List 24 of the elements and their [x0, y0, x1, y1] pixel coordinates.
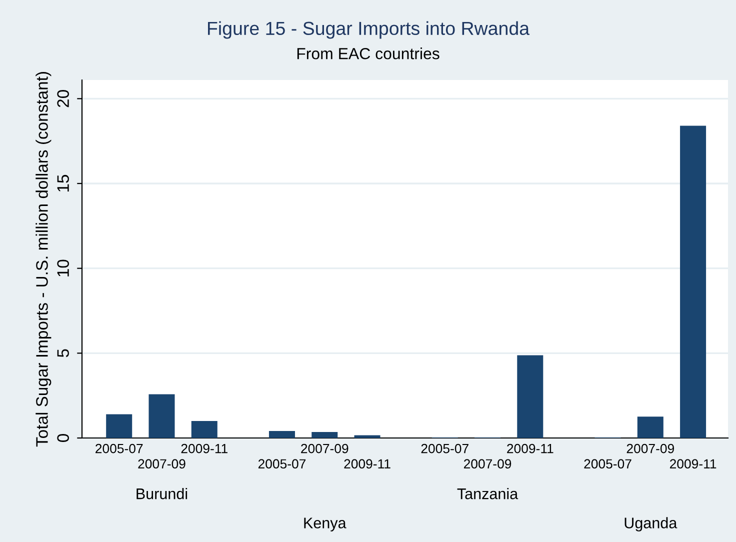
- y-tick-label: 15: [57, 174, 69, 192]
- x-tick-label: 2009-11: [181, 444, 228, 454]
- y-tick-label: 0: [57, 434, 69, 442]
- x-tick-label: 2005-07: [421, 444, 468, 454]
- chart-subtitle: From EAC countries: [297, 48, 440, 60]
- text: Kenya: [304, 518, 346, 532]
- x-tick-label: 2005-07: [258, 459, 306, 469]
- x-tick-label: 2007-09: [464, 459, 512, 469]
- x-tick-label: 2007-09: [138, 459, 186, 469]
- y-tick-label: 20: [57, 90, 69, 108]
- x-tick-label: 2007-09: [626, 444, 674, 454]
- y-axis-title: Total Sugar Imports - U.S. million dollars (constant): [36, 72, 52, 447]
- text: Uganda: [624, 517, 678, 532]
- text: Tanzania: [457, 488, 518, 500]
- x-tick-label: 2009-11: [344, 459, 390, 469]
- y-tick-label: 5: [57, 349, 69, 358]
- x-tick-label: 2009-11: [507, 444, 554, 454]
- x-tick-label: 2005-07: [96, 444, 143, 454]
- chart-title: Figure 15 - Sugar Imports into Rwanda: [208, 21, 530, 39]
- x-tick-label: 2007-09: [301, 444, 348, 454]
- x-tick-label: 2005-07: [584, 459, 632, 469]
- text: Burundi: [136, 488, 188, 500]
- y-tick-label: 10: [57, 260, 69, 276]
- x-tick-label: 2009-11: [670, 459, 716, 469]
